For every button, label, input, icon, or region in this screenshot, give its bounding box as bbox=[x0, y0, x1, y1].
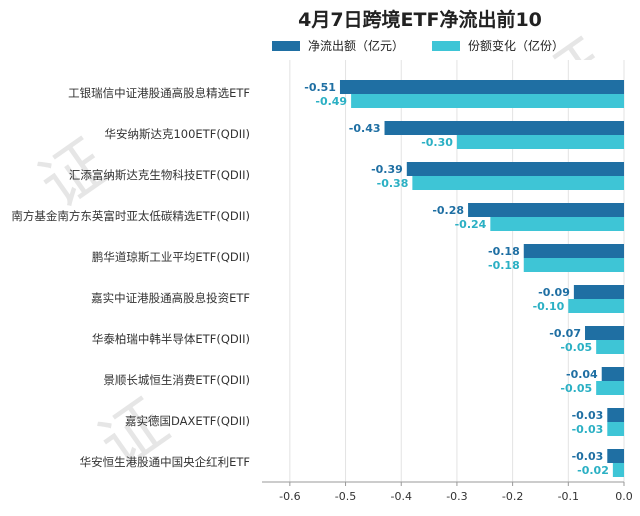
data-label: -0.03 bbox=[572, 423, 604, 436]
bar-share-change bbox=[596, 340, 624, 354]
bar-share-change bbox=[607, 422, 624, 436]
data-label: -0.24 bbox=[455, 218, 487, 231]
data-label: -0.43 bbox=[349, 122, 381, 135]
category-label: 南方基金南方东英富时亚太低碳精选ETF(QDII) bbox=[11, 209, 250, 223]
bar-share-change bbox=[412, 176, 624, 190]
data-label: -0.10 bbox=[533, 300, 565, 313]
data-label: -0.51 bbox=[304, 81, 336, 94]
bar-net-outflow bbox=[607, 408, 624, 422]
bar-share-change bbox=[612, 463, 624, 477]
category-label: 鹏华道琼斯工业平均ETF(QDII) bbox=[92, 250, 250, 264]
data-label: -0.28 bbox=[432, 204, 464, 217]
data-label: -0.39 bbox=[371, 163, 403, 176]
category-label: 华泰柏瑞中韩半导体ETF(QDII) bbox=[92, 332, 250, 346]
x-tick-label: -0.5 bbox=[335, 490, 356, 503]
category-label: 工银瑞信中证港股通高股息精选ETF bbox=[68, 86, 250, 100]
legend-label: 份额变化（亿份） bbox=[468, 38, 564, 53]
bar-net-outflow bbox=[406, 162, 624, 176]
data-label: -0.05 bbox=[560, 382, 592, 395]
data-label: -0.09 bbox=[538, 286, 570, 299]
x-tick-label: -0.3 bbox=[446, 490, 467, 503]
bar-share-change bbox=[568, 299, 624, 313]
bar-net-outflow bbox=[384, 121, 624, 135]
bar-share-change bbox=[351, 94, 624, 108]
legend-swatch bbox=[432, 41, 460, 51]
bar-net-outflow bbox=[573, 285, 624, 299]
data-label: -0.02 bbox=[577, 464, 609, 477]
legend: 净流出额（亿元） 份额变化（亿份） bbox=[272, 38, 564, 53]
category-label: 景顺长城恒生消费ETF(QDII) bbox=[103, 373, 250, 387]
bar-net-outflow bbox=[468, 203, 624, 217]
bar-share-change bbox=[596, 381, 624, 395]
category-label: 华安恒生港股通中国央企红利ETF bbox=[80, 455, 250, 469]
bar-share-change bbox=[456, 135, 624, 149]
category-labels: 工银瑞信中证港股通高股息精选ETF 华安纳斯达克100ETF(QDII) 汇添富纳斯… bbox=[11, 86, 250, 469]
bar-net-outflow bbox=[339, 80, 624, 94]
data-label: -0.03 bbox=[572, 409, 604, 422]
chart-title: 4月7日跨境ETF净流出前10 bbox=[298, 8, 542, 31]
x-tick-label: -0.1 bbox=[558, 490, 579, 503]
data-label: -0.18 bbox=[488, 245, 520, 258]
x-tick-label: 0.0 bbox=[615, 490, 633, 503]
bar-net-outflow bbox=[585, 326, 624, 340]
x-tick-label: -0.4 bbox=[390, 490, 411, 503]
data-label: -0.07 bbox=[549, 327, 581, 340]
category-label: 嘉实德国DAXETF(QDII) bbox=[125, 414, 250, 428]
data-label: -0.03 bbox=[572, 450, 604, 463]
bars: -0.51-0.49 -0.43 -0.30 -0.39-0.38 -0.28-0.24… bbox=[304, 80, 624, 477]
bar-net-outflow bbox=[607, 449, 624, 463]
data-label: -0.49 bbox=[315, 95, 347, 108]
data-label: -0.05 bbox=[560, 341, 592, 354]
data-label: -0.30 bbox=[421, 136, 453, 149]
data-label: -0.18 bbox=[488, 259, 520, 272]
x-tick-label: -0.2 bbox=[502, 490, 523, 503]
bar-net-outflow bbox=[601, 367, 624, 381]
data-label: -0.04 bbox=[566, 368, 598, 381]
category-label: 汇添富纳斯达克生物科技ETF(QDII) bbox=[69, 168, 250, 182]
category-label: 华安纳斯达克100ETF(QDII) bbox=[104, 127, 250, 141]
x-axis: -0.6 -0.5 -0.4 -0.3 -0.2 -0.1 0.0 bbox=[262, 481, 633, 503]
legend-swatch bbox=[272, 41, 300, 51]
category-label: 嘉实中证港股通高股息投资ETF bbox=[91, 291, 250, 305]
bar-share-change bbox=[490, 217, 624, 231]
data-label: -0.38 bbox=[377, 177, 409, 190]
bar-net-outflow bbox=[523, 244, 624, 258]
x-tick-label: -0.6 bbox=[279, 490, 300, 503]
legend-label: 净流出额（亿元） bbox=[308, 38, 404, 53]
bar-share-change bbox=[523, 258, 624, 272]
